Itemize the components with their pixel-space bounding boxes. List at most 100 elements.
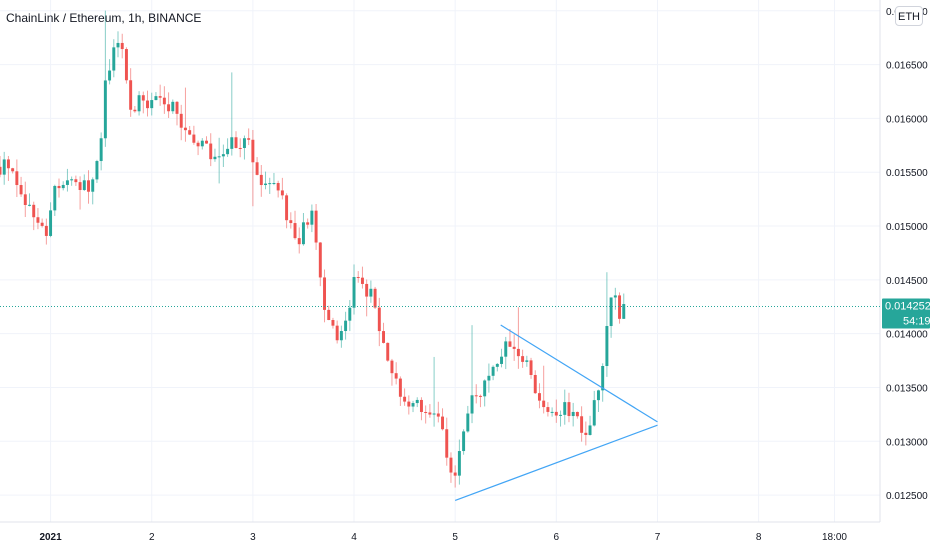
candle-body	[196, 142, 200, 147]
candle-body	[78, 182, 82, 190]
candle-body	[483, 380, 487, 397]
candle-body	[137, 95, 141, 112]
candle-body	[575, 411, 579, 417]
candle-body	[234, 137, 238, 148]
candle-body	[491, 366, 495, 376]
candle-body	[365, 283, 369, 297]
candle-body	[419, 399, 423, 412]
candle-body	[398, 378, 402, 397]
candle-body	[580, 416, 584, 433]
candle-body	[504, 341, 508, 357]
candles	[0, 10, 626, 488]
candle-body	[91, 179, 95, 192]
candle-body	[205, 140, 208, 144]
candle-body	[272, 182, 276, 184]
candle-body	[28, 204, 31, 206]
candle-body	[445, 429, 449, 458]
candle-body	[567, 402, 571, 417]
candle-body	[369, 288, 373, 297]
price-axis[interactable]: 0.012500 0.013000 0.013500 0.014000 0.014500…	[886, 7, 928, 502]
price-tick-label: 0.015000	[886, 222, 928, 233]
candle-body	[120, 42, 124, 50]
candle-body	[221, 154, 225, 157]
candle-body	[550, 411, 554, 413]
candle-body	[306, 222, 310, 225]
candle-body	[478, 395, 482, 397]
candle-body	[314, 210, 318, 243]
candle-body	[238, 147, 242, 149]
candle-body	[2, 159, 6, 175]
candle-body	[390, 360, 394, 374]
time-axis[interactable]: 2021 2 3 4 5 6 7 8 18:00	[39, 532, 847, 543]
price-badge-background	[882, 298, 930, 329]
candle-body	[601, 365, 605, 391]
candle-body	[360, 277, 364, 284]
candle-body	[99, 138, 103, 162]
candle-body	[508, 341, 512, 347]
candle-body	[230, 137, 234, 149]
price-badge: 0.014252 54:19	[882, 298, 931, 329]
candle-body	[487, 375, 491, 381]
candle-body	[162, 97, 166, 105]
candle-body	[158, 96, 162, 98]
candle-body	[175, 101, 179, 114]
candle-body	[559, 414, 563, 416]
candle-body	[112, 47, 116, 71]
candle-body	[276, 182, 280, 191]
candle-body	[268, 183, 272, 185]
candle-body	[167, 104, 171, 112]
candle-body	[457, 451, 461, 476]
candle-body	[415, 399, 419, 404]
price-tick-label: 0.014500	[886, 276, 928, 287]
candle-body	[470, 395, 474, 414]
candle-body	[516, 348, 520, 357]
candle-body	[209, 143, 213, 160]
currency-button[interactable]: ETH	[895, 6, 923, 26]
candle-body	[285, 195, 289, 221]
candle-body	[259, 174, 263, 186]
candle-body	[335, 325, 339, 341]
candle-body	[407, 401, 411, 407]
candle-body	[146, 100, 149, 109]
time-tick-label: 7	[655, 532, 661, 543]
candle-body	[424, 411, 428, 413]
candle-body	[301, 222, 305, 245]
candle-body	[542, 400, 546, 408]
candle-body	[103, 80, 107, 139]
candle-body	[141, 95, 145, 101]
price-badge-countdown: 54:19	[903, 316, 931, 328]
price-tick-label: 0.013500	[886, 383, 928, 394]
candle-body	[356, 277, 360, 279]
candle-body	[74, 179, 78, 183]
chart-title: ChainLink / Ethereum, 1h, BINANCE	[6, 11, 202, 25]
candle-body	[133, 109, 137, 112]
grid	[0, 0, 880, 522]
candle-body	[150, 100, 154, 109]
candle-body	[525, 360, 529, 362]
candle-body	[6, 159, 10, 169]
candle-body	[596, 390, 600, 401]
candle-body	[521, 356, 525, 362]
candle-body	[280, 190, 284, 196]
candle-body	[373, 288, 377, 308]
candle-body	[65, 180, 69, 185]
time-tick-label: 4	[351, 532, 357, 543]
time-tick-label: 6	[554, 532, 560, 543]
candle-body	[171, 101, 175, 112]
candle-body	[537, 393, 541, 401]
candle-body	[247, 138, 251, 140]
trendline-upper	[500, 324, 658, 423]
candle-body	[95, 161, 99, 180]
candle-body	[57, 185, 61, 189]
candle-body	[609, 297, 613, 327]
candle-body	[386, 342, 390, 361]
candle-body	[554, 411, 558, 416]
candle-body	[297, 238, 301, 245]
candle-body	[441, 416, 445, 430]
candle-body	[323, 277, 326, 310]
candle-body	[453, 472, 457, 476]
price-tick-label: 0.016000	[886, 114, 928, 125]
trendlines[interactable]	[454, 324, 658, 502]
